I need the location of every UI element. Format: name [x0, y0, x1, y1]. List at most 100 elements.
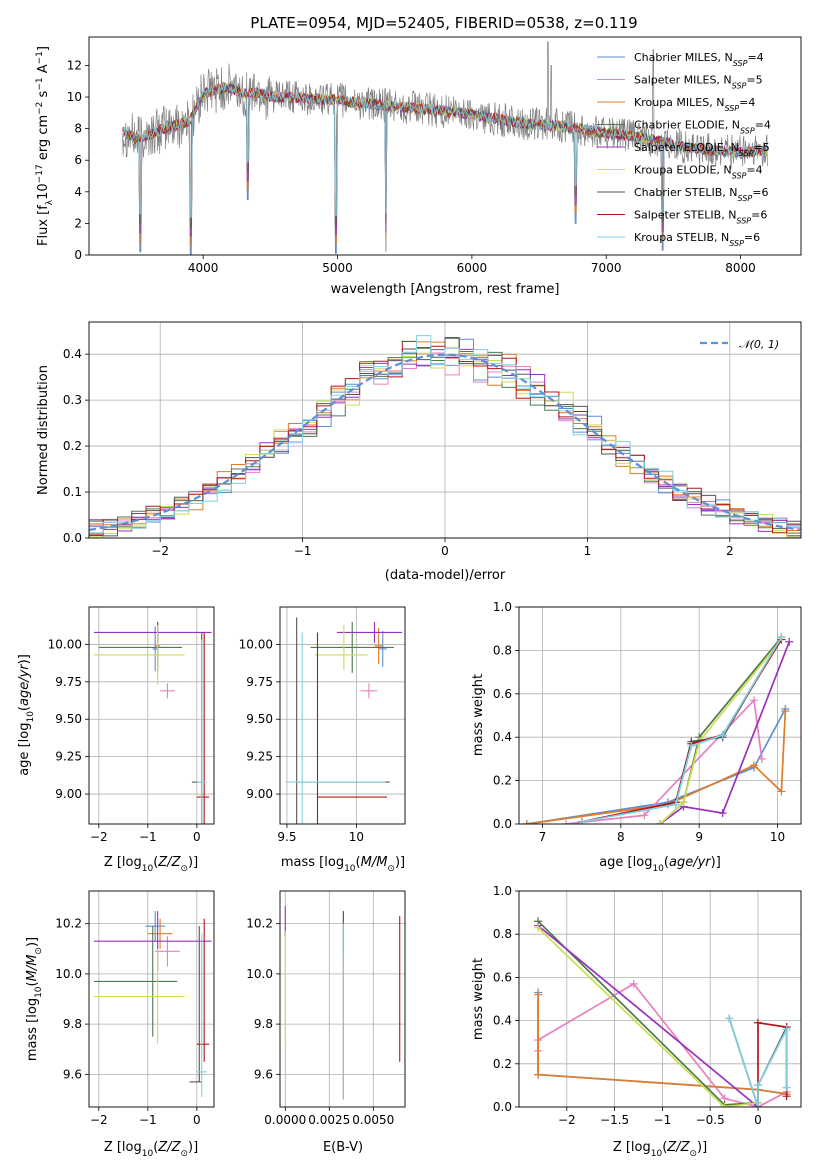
- x-tick-label: 0.0025: [308, 1113, 350, 1127]
- errorbar-chabrier-stelib: [189, 926, 202, 1083]
- series-salpeter-miles: [562, 696, 766, 824]
- errorbar-kroupa-stelib: [196, 933, 207, 1097]
- data-point-marker: [782, 1025, 791, 1034]
- x-axis-label-part: (: [356, 855, 361, 870]
- y-axis-label-part: (: [17, 706, 32, 711]
- x-tick-label: −1: [139, 1113, 157, 1127]
- series-line: [537, 994, 787, 1095]
- y-axis-label-part: 10: [26, 711, 36, 723]
- x-axis-label-part: E(B-V): [323, 1140, 363, 1155]
- y-tick-label: 0.4: [63, 347, 82, 361]
- x-tick-label: 0.0050: [352, 1113, 394, 1127]
- figure-title: PLATE=0954, MJD=52405, FIBERID=0538, z=0…: [250, 14, 637, 32]
- data-point-marker: [534, 990, 543, 999]
- legend-label-part: SSP: [740, 126, 755, 135]
- y-tick-label: 0.0: [493, 817, 512, 831]
- x-axis-label-part: )]: [188, 1140, 198, 1155]
- errorbar-salpeter-stelib: [196, 918, 210, 1062]
- y-tick-label: 0.4: [493, 730, 512, 744]
- y-tick-label: 9.00: [55, 787, 82, 801]
- data-point-marker: [777, 633, 786, 642]
- model-spectrum-salpeter-stelib: [122, 81, 768, 158]
- plot-area: [522, 633, 794, 824]
- x-tick-label: −1.5: [600, 1113, 629, 1127]
- y-axis-label: mass [log10(M/M⊙)]: [25, 937, 44, 1061]
- legend-label-part: Salpeter ELODIE, N: [634, 141, 739, 154]
- data-point-marker: [640, 811, 649, 820]
- errorbar-chabrier-elodie: [98, 621, 183, 673]
- data-point-marker: [782, 1092, 791, 1101]
- legend-label-salpeter-stelib: Salpeter STELIB, NSSP=6: [634, 209, 767, 226]
- y-axis-label-part: mass [log: [25, 998, 40, 1061]
- data-point-marker: [725, 1014, 734, 1023]
- y-axis-label-part: 10: [34, 986, 44, 998]
- y-tick-label: 0.4: [493, 1014, 512, 1028]
- axes-frame: −2 −1 0 9.00 9.25 9.50 9.75 10.00: [48, 606, 215, 844]
- legend-label-part: Chabrier MILES, N: [634, 51, 733, 64]
- data-point-marker: [753, 1018, 762, 1027]
- y-tick-label: 9.6: [254, 1067, 273, 1081]
- x-axis-label: Z [log10(Z/Z⊙)]: [104, 855, 198, 874]
- legend-label-kroupa-elodie: Kroupa ELODIE, NSSP=4: [634, 164, 763, 181]
- x-axis-label-part: M/M: [361, 855, 388, 870]
- series-line: [537, 924, 759, 1107]
- observed-spectrum-line: [122, 41, 768, 255]
- x-tick-label: −2: [558, 1113, 576, 1127]
- data-point-marker: [781, 707, 790, 716]
- errorbar-chabrier-miles: [145, 911, 165, 942]
- errorbar-salpeter-stelib: [196, 632, 210, 824]
- x-tick-label: 4000: [188, 261, 219, 275]
- legend-label-part: SSP: [739, 149, 754, 158]
- errorbar-chabrier-elodie: [93, 926, 178, 1037]
- model-spectrum-chabrier-stelib: [122, 82, 768, 228]
- legend-label-part: Chabrier STELIB, N: [634, 186, 738, 199]
- x-axis-label-part: ⊙: [689, 1149, 697, 1159]
- legend-label-salpeter-elodie: Salpeter ELODIE, NSSP=5: [634, 141, 770, 158]
- y-tick-label: 0.2: [493, 774, 512, 788]
- y-tick-label: 0.8: [493, 927, 512, 941]
- residual-histogram-salpeter-stelib: [89, 340, 801, 538]
- x-tick-label: 2: [726, 544, 734, 558]
- x-tick-label: 0: [193, 1113, 201, 1127]
- data-point-marker: [629, 979, 638, 988]
- y-axis-label-part: Normed distribution: [36, 365, 51, 495]
- errorbar-chabrier-stelib: [296, 617, 390, 824]
- errorbar-chabrier-miles: [152, 626, 158, 672]
- y-axis-label: Flux [fλ10−17 erg cm−2 s−1 A−1]: [35, 46, 55, 246]
- y-axis-label-part: ]: [36, 46, 51, 51]
- y-axis-label-part: Flux [f: [36, 205, 51, 246]
- axes-spines: [88, 606, 215, 825]
- data-point-marker: [534, 923, 543, 932]
- x-axis-label-part: wavelength [Angstrom, rest frame]: [331, 282, 560, 297]
- y-tick-label: 10.2: [55, 917, 82, 931]
- x-axis-label-part: Z/Z: [157, 855, 181, 870]
- legend-label-part: Salpeter STELIB, N: [634, 209, 736, 222]
- y-axis-label-part: −2: [35, 102, 45, 115]
- y-tick-label: 9.25: [55, 750, 82, 764]
- y-tick-label: 0.6: [493, 970, 512, 984]
- x-axis-label-part: (data-model)/error: [385, 568, 506, 583]
- axes-spines: [279, 890, 406, 1108]
- axes-spines: [518, 606, 802, 825]
- y-tick-label: 10.00: [239, 637, 273, 651]
- series-chabrier-elodie: [534, 917, 762, 1107]
- data-point-marker: [562, 820, 570, 824]
- y-axis-label: mass weight: [471, 958, 486, 1040]
- y-tick-label: 0.2: [493, 1057, 512, 1071]
- x-axis-label-part: 10: [344, 864, 356, 874]
- residual-histogram-panel: −2 −1 0 1 2 0.0 0.1 0.2 0.3 0.4 (data-model)/error…: [36, 321, 802, 583]
- x-tick-label: −1: [139, 830, 157, 844]
- x-axis-label-part: Z/Z: [157, 1140, 181, 1155]
- x-tick-label: 8: [617, 830, 625, 844]
- y-axis-label-part: 10: [36, 183, 51, 200]
- data-point-marker: [671, 800, 680, 809]
- legend-label-part: SSP: [732, 81, 747, 90]
- y-tick-label: 8: [74, 122, 82, 136]
- x-tick-label: 0: [193, 830, 201, 844]
- x-tick-label: 5000: [322, 261, 353, 275]
- errorbar-kroupa-elodie: [93, 624, 185, 685]
- legend-label-chabrier-elodie: Chabrier ELODIE, NSSP=4: [634, 119, 771, 136]
- legend-label-part: Kroupa STELIB, N: [634, 231, 729, 244]
- y-tick-label: 0.2: [63, 439, 82, 453]
